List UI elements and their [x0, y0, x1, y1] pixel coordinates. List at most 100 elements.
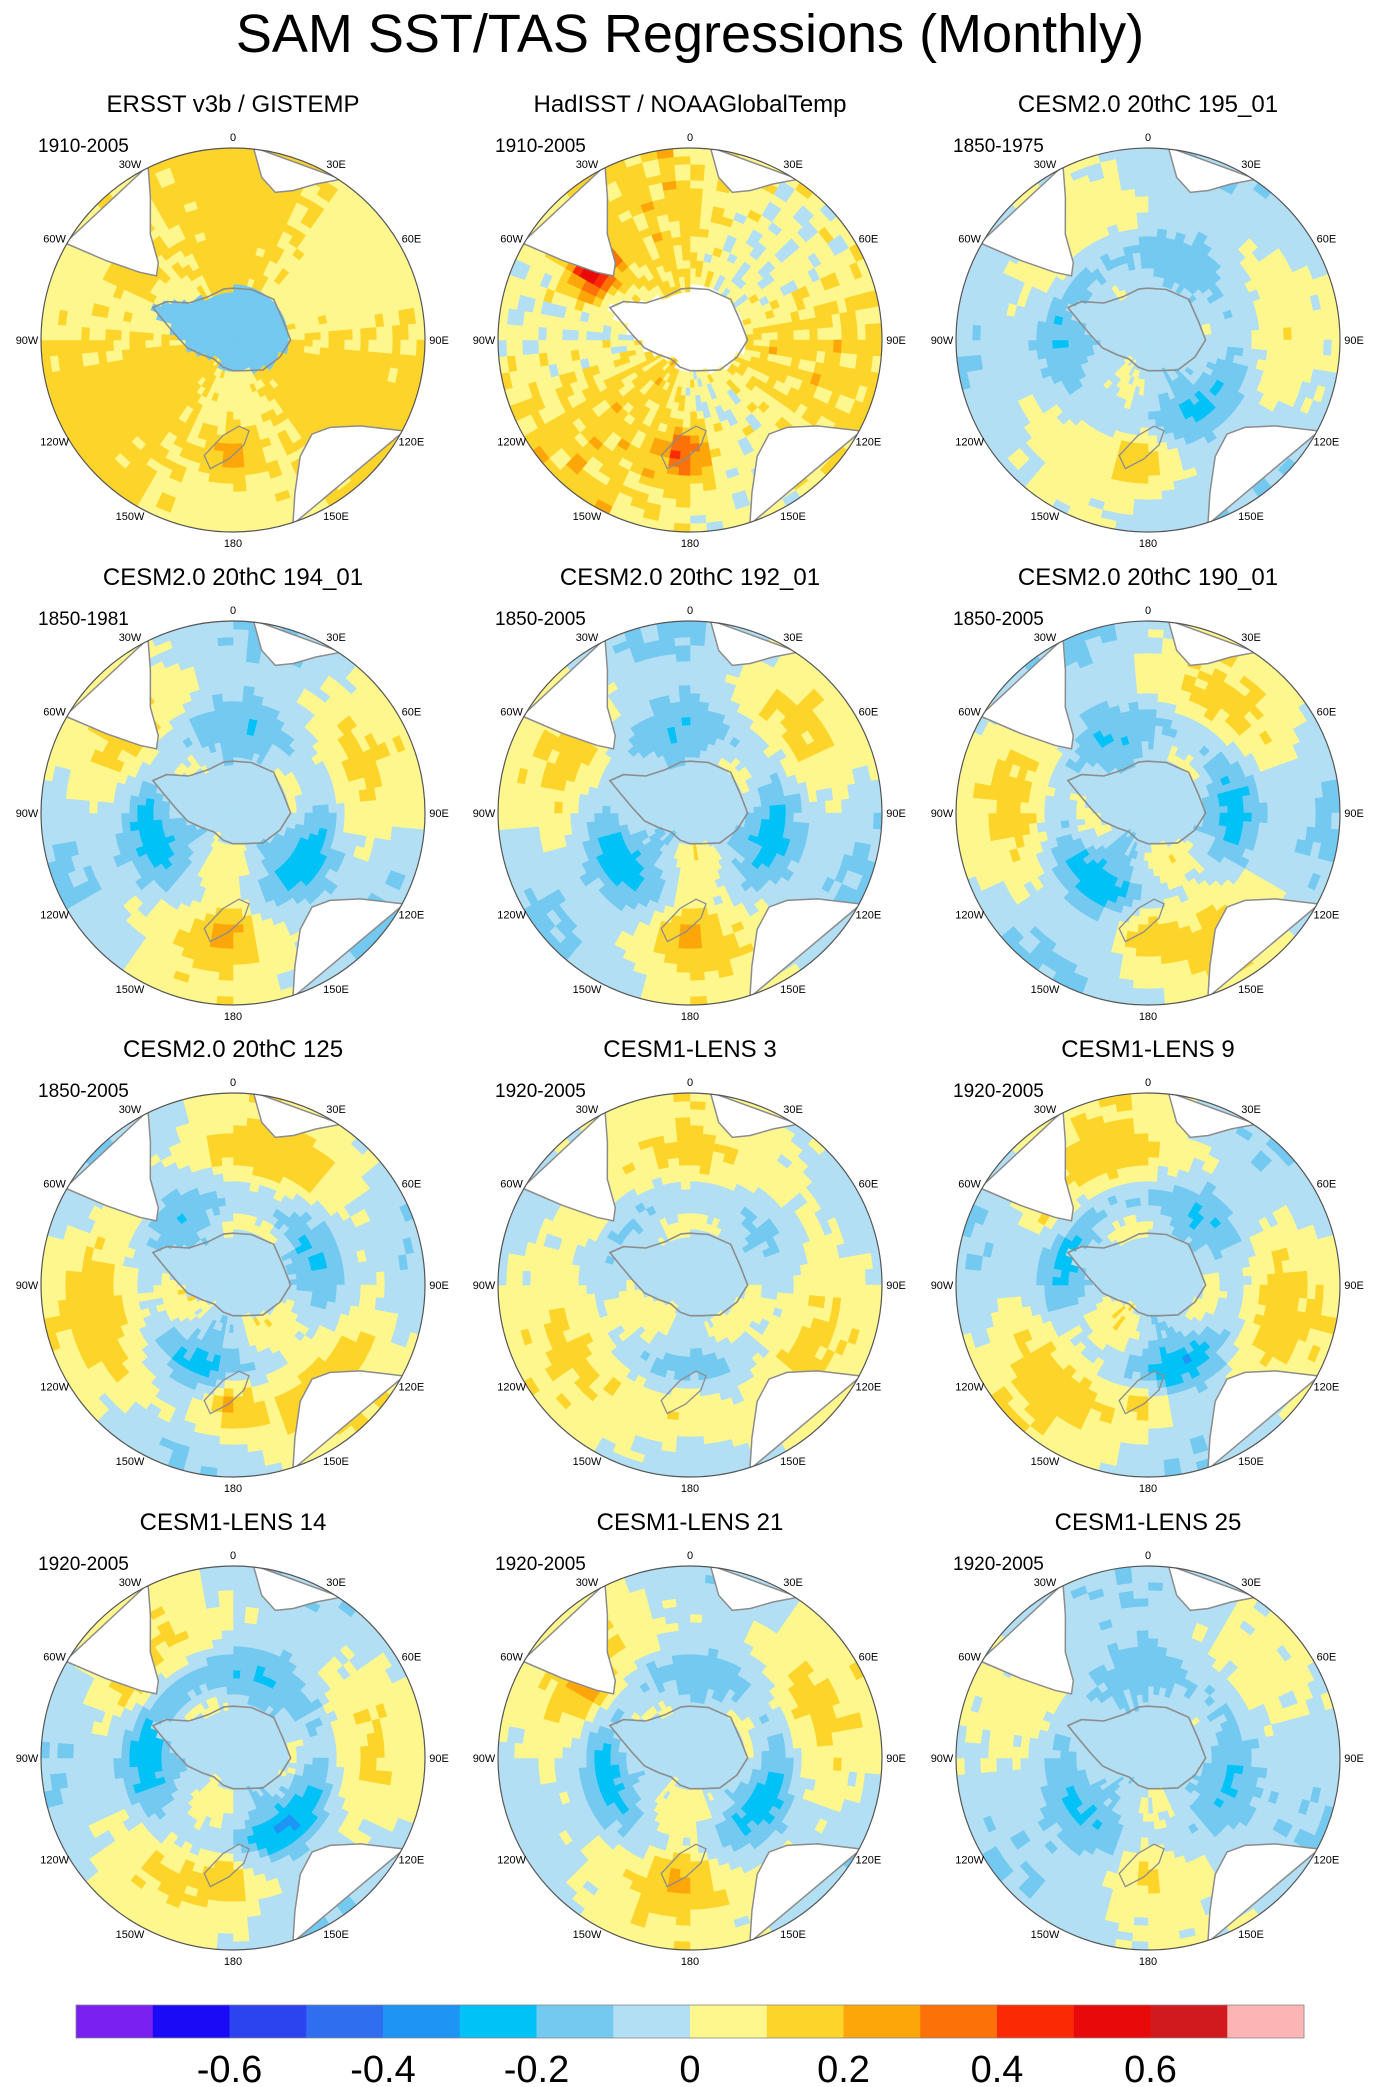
heatmap-cell	[56, 339, 66, 356]
heatmap-cell	[513, 339, 523, 356]
heatmap-cell	[1147, 411, 1156, 421]
heatmap-cell	[1142, 275, 1149, 285]
heatmap-cell	[384, 339, 394, 355]
heatmap-cell	[1136, 211, 1149, 221]
heatmap-cell	[561, 328, 571, 341]
heatmap-cell	[152, 339, 162, 348]
heatmap-cell	[226, 267, 234, 277]
heatmap-cell	[617, 333, 627, 341]
map-boundary-circle	[40, 147, 426, 533]
heatmap-cell	[415, 322, 425, 341]
heatmap-cell	[1134, 483, 1149, 493]
heatmap-cell	[232, 163, 249, 173]
heatmap-cell	[689, 203, 703, 213]
heatmap-cell	[1043, 339, 1053, 350]
heatmap-cell	[825, 339, 835, 353]
heatmap-cell	[200, 339, 210, 344]
heatmap-cell	[689, 235, 700, 245]
heatmap-cell	[184, 339, 194, 345]
heatmap-cell	[689, 522, 708, 532]
heatmap-cells	[41, 148, 425, 532]
heatmap-cell	[761, 332, 771, 341]
longitude-label: 0	[230, 132, 236, 144]
heatmap-cell	[344, 339, 354, 351]
heatmap-cell	[223, 235, 234, 245]
heatmap-cell	[1135, 195, 1149, 205]
heatmap-cell	[232, 251, 242, 261]
heatmap-cell	[272, 335, 282, 341]
heatmap-cell	[1299, 339, 1309, 355]
heatmap-cell	[761, 339, 771, 348]
heatmap-cell	[769, 339, 779, 349]
heatmap-cell	[1163, 337, 1173, 341]
heatmap-cell	[1011, 327, 1021, 341]
heatmap-cell	[64, 324, 74, 341]
heatmap-cell	[609, 332, 619, 341]
heatmap-cell	[1147, 219, 1159, 229]
heatmap-cell	[112, 339, 122, 351]
heatmap-cell	[561, 339, 571, 352]
heatmap-cell	[1136, 275, 1144, 286]
heatmap-cell	[232, 211, 245, 221]
heatmap-cell	[1107, 339, 1117, 344]
heatmap-cell	[683, 267, 691, 277]
heatmap-cell	[1011, 339, 1021, 353]
heatmap-cell	[1243, 339, 1253, 350]
heatmap-cell	[48, 339, 58, 357]
heatmap-cell	[1083, 339, 1093, 346]
heatmap-cell	[1147, 227, 1159, 237]
heatmap-cell	[1267, 339, 1277, 352]
heatmap-cell	[120, 339, 130, 351]
heatmap-cell	[264, 336, 274, 341]
heatmap-cell	[678, 459, 691, 469]
heatmap-cell	[689, 507, 706, 517]
heatmap-cell	[785, 330, 795, 341]
heatmap-cell	[384, 325, 394, 341]
heatmap-cell	[1138, 235, 1149, 245]
heatmap-cell	[625, 339, 635, 346]
heatmap-cell	[979, 339, 989, 356]
heatmap-cell	[753, 333, 763, 341]
heatmap-cell	[280, 334, 290, 341]
heatmap-cell	[713, 336, 723, 341]
heatmap-cell	[585, 330, 595, 341]
heatmap-cell	[352, 339, 362, 352]
heatmap-cell	[1137, 443, 1149, 453]
heatmap-cell	[987, 325, 997, 341]
heatmap-cell	[680, 235, 691, 245]
heatmap-cell	[865, 339, 875, 357]
heatmap-cell	[689, 187, 704, 197]
heatmap-cell	[753, 339, 763, 347]
heatmap-cell	[685, 291, 691, 301]
heatmap-cell	[120, 329, 130, 341]
heatmap-cell	[601, 331, 611, 341]
heatmap-cell	[841, 325, 851, 341]
heatmap-cell	[392, 339, 402, 356]
heatmap-cell	[1083, 344, 1094, 352]
heatmap-cell	[1059, 339, 1069, 349]
heatmap-cell	[1133, 179, 1149, 189]
longitude-label: 150E	[323, 511, 349, 523]
heatmap-cell	[1139, 251, 1149, 261]
heatmap-cell	[320, 331, 330, 341]
heatmap-cell	[1140, 411, 1149, 421]
heatmap-cell	[312, 339, 322, 349]
heatmap-cell	[678, 275, 686, 286]
heatmap-cell	[687, 315, 691, 325]
heatmap-cell	[817, 327, 827, 341]
heatmap-cell	[995, 339, 1005, 354]
heatmap-cell	[1035, 329, 1045, 341]
heatmap-cell	[1138, 435, 1149, 445]
longitude-label: 90E	[886, 335, 906, 347]
heatmap-cell	[1141, 267, 1149, 277]
heatmap-cell	[569, 329, 579, 341]
heatmap-cell	[1147, 211, 1160, 221]
heatmap-cell	[673, 515, 691, 525]
heatmap-cell	[1134, 187, 1149, 197]
heatmap-cell	[689, 475, 703, 485]
heatmap-cell	[232, 243, 242, 253]
antarctica-coast	[608, 287, 749, 372]
heatmap-cell	[229, 307, 234, 317]
heatmap-cell	[41, 339, 51, 358]
heatmap-cell	[1035, 339, 1045, 351]
